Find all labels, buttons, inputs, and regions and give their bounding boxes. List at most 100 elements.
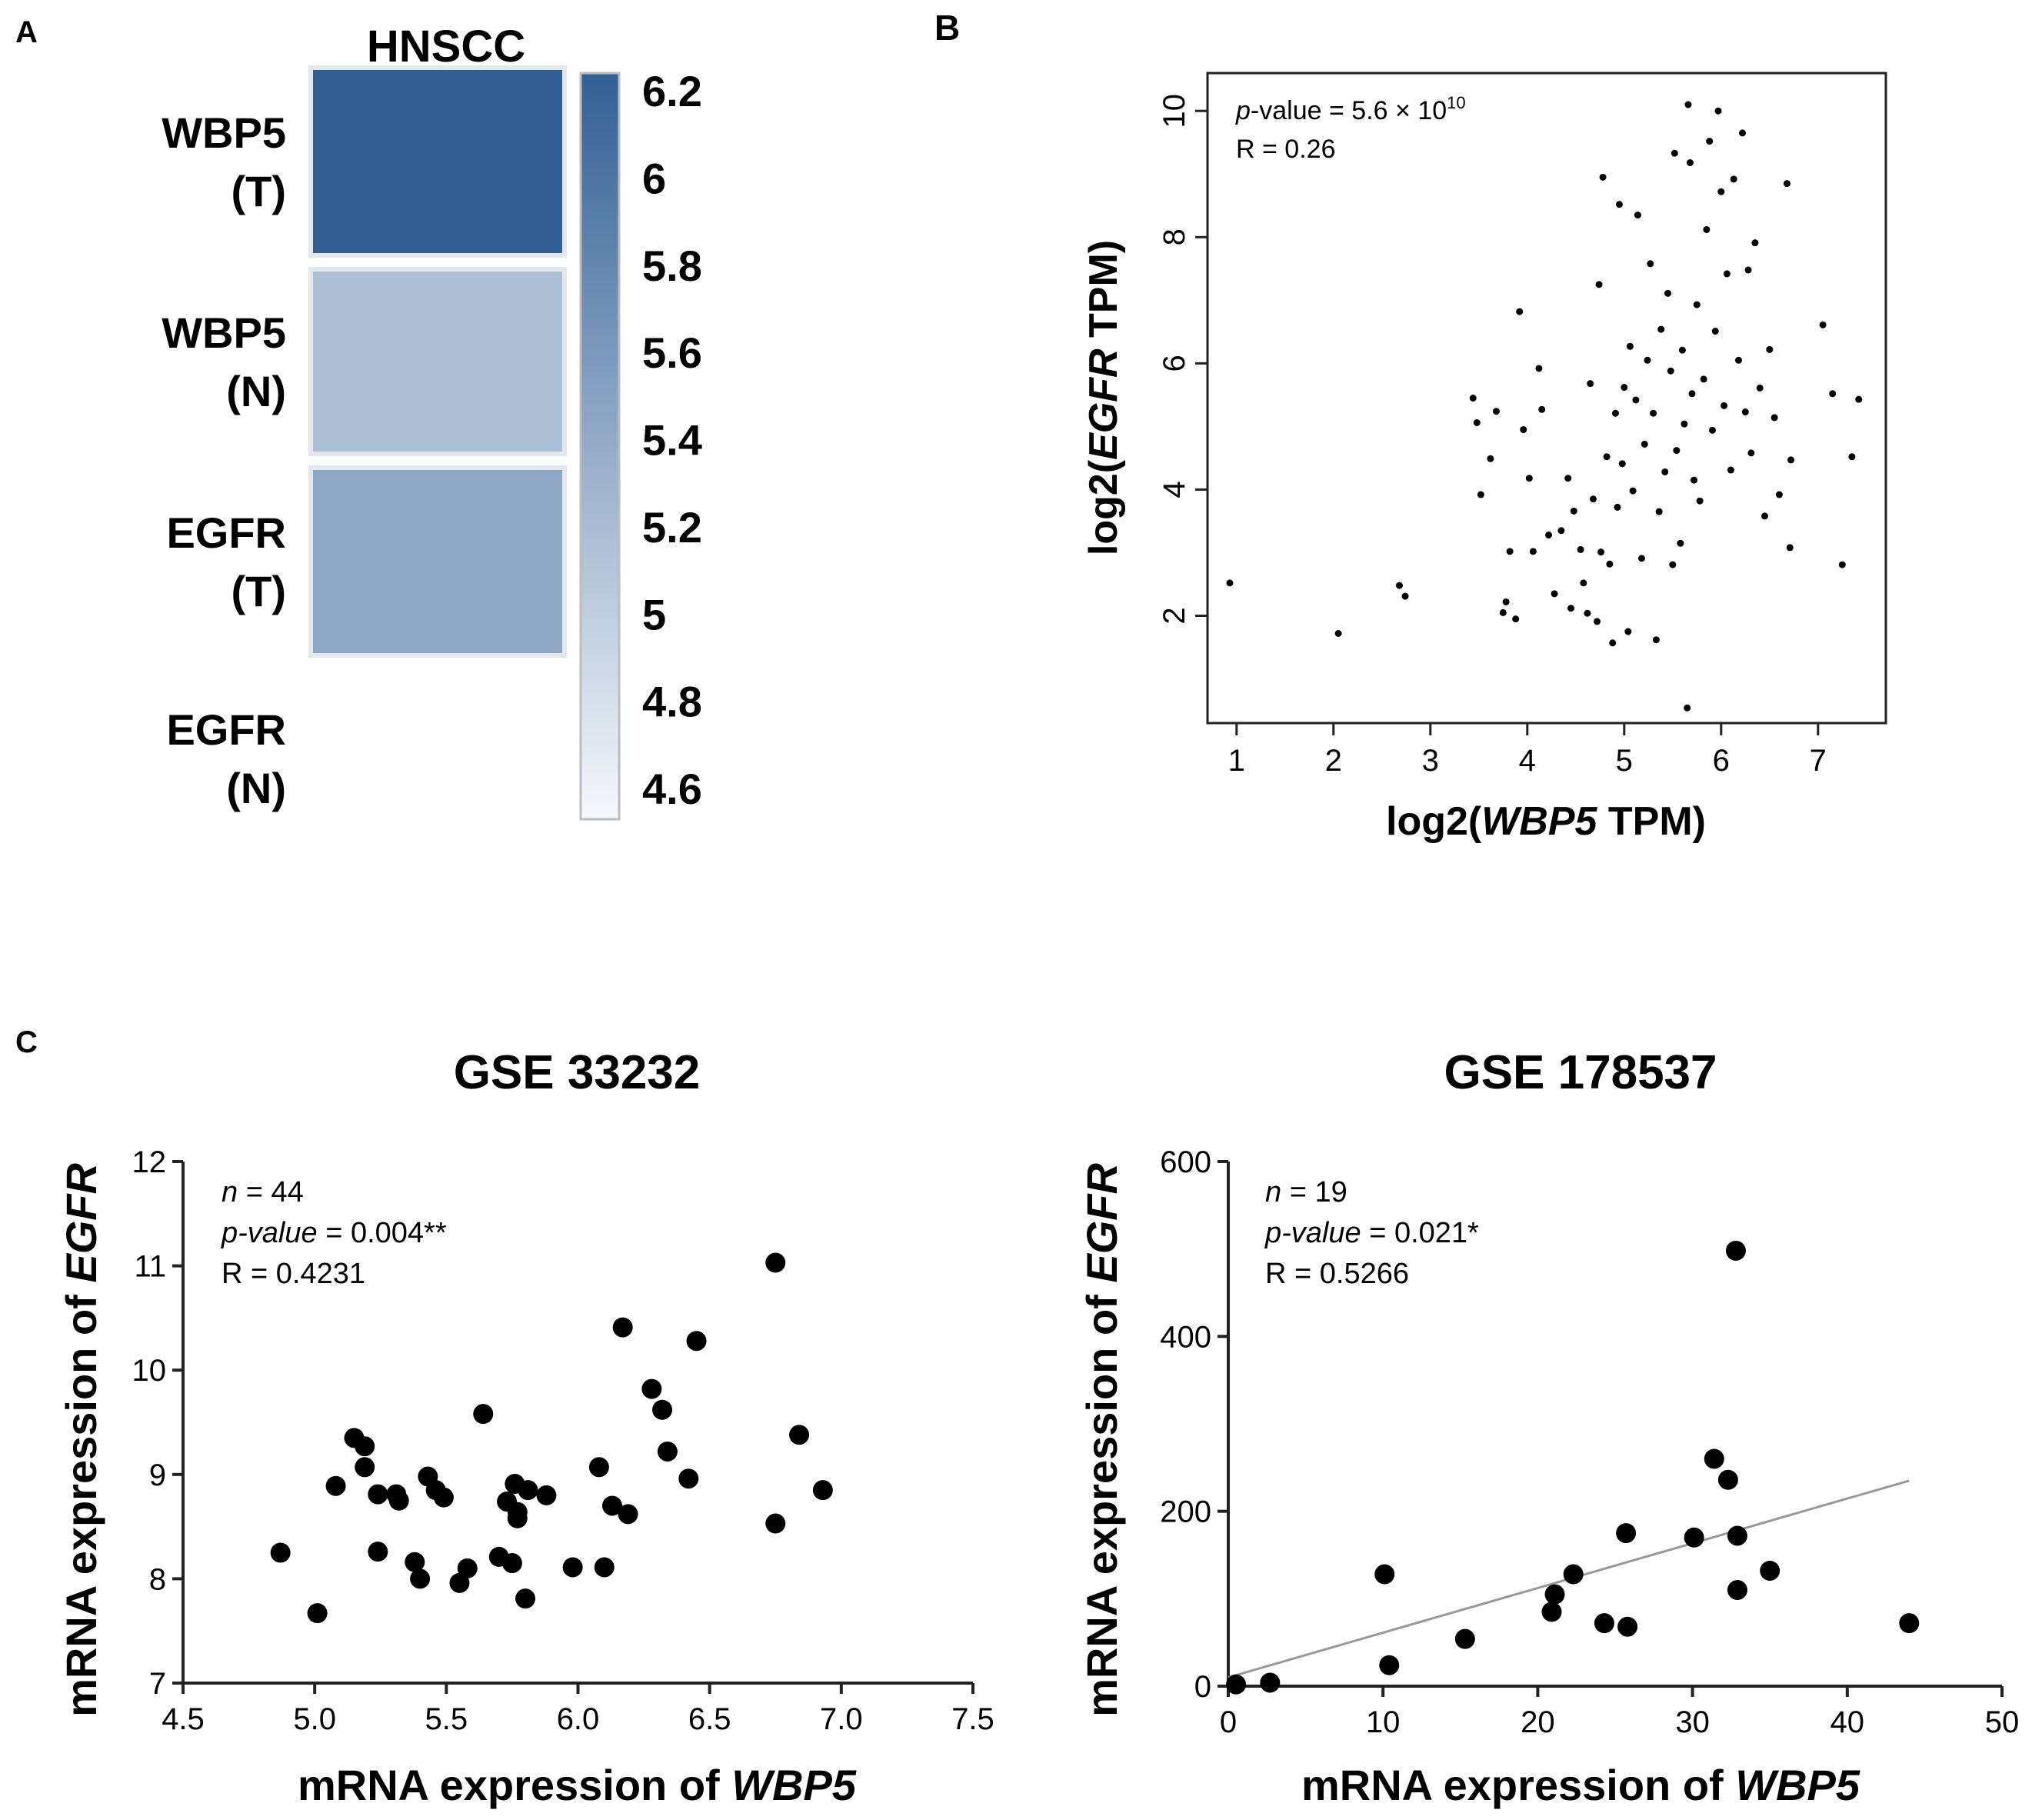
x-tick-label: 7.5: [951, 1702, 994, 1736]
data-point: [1727, 1525, 1747, 1546]
data-point: [765, 1252, 786, 1273]
colorbar-tick-label: 6: [642, 154, 666, 202]
data-point: [1652, 636, 1660, 644]
data-point: [1626, 342, 1634, 350]
data-point: [1664, 289, 1671, 297]
heatmap-row-label-group: (T): [231, 167, 286, 215]
data-point: [1725, 1240, 1746, 1261]
data-point: [515, 1588, 536, 1609]
data-point: [1677, 539, 1684, 547]
data-point: [1616, 201, 1623, 208]
data-point: [1661, 468, 1669, 475]
x-tick-label: 7.0: [820, 1702, 863, 1736]
data-point: [1506, 548, 1514, 555]
data-point: [1704, 1448, 1724, 1469]
y-tick-label: 400: [1160, 1320, 1211, 1354]
data-point: [1703, 225, 1711, 233]
heatmap-cell-wbp5-normal: [308, 267, 567, 456]
y-tick-label: 12: [132, 1145, 167, 1179]
data-point: [1641, 440, 1648, 448]
data-point: [1691, 476, 1698, 484]
data-point: [594, 1557, 615, 1578]
data-point: [1717, 188, 1725, 195]
data-point: [518, 1480, 538, 1501]
data-point: [1499, 608, 1507, 616]
data-point: [1786, 544, 1794, 552]
data-point: [1538, 405, 1546, 413]
axes-c1: 4.5 5.0 5.5 6.0 6.5 7.0 7.5 7 8 9 10 11 12: [132, 1145, 994, 1736]
data-point: [562, 1557, 583, 1578]
x-tick-label: 1: [1228, 744, 1245, 778]
x-tick-label: 5.0: [293, 1702, 336, 1736]
axis-title-gene: WBP5: [1735, 1761, 1860, 1809]
data-point: [473, 1404, 494, 1425]
data-point: [1570, 507, 1577, 515]
y-tick-label: 600: [1160, 1145, 1211, 1179]
data-point: [1714, 107, 1722, 115]
data-point: [1727, 1579, 1747, 1600]
heatmap-row-label-group: (N): [226, 764, 286, 812]
stat-n-c1: n = 44: [222, 1176, 304, 1208]
stat-n-text: = 44: [238, 1176, 304, 1208]
colorbar-tick-label: 5.6: [642, 328, 702, 377]
data-point: [1721, 402, 1728, 409]
y-tick-label: 200: [1160, 1495, 1211, 1529]
stat-n-c2: n = 19: [1265, 1176, 1347, 1208]
x-tick-label: 6.5: [688, 1702, 731, 1736]
stat-pvalue-b: p-value = 5.6 × 1010: [1235, 93, 1466, 125]
x-tick-label: 7: [1810, 744, 1827, 778]
data-point: [1787, 456, 1795, 464]
stat-p-text: -value = 5.6 × 10: [1251, 96, 1447, 125]
data-point: [1667, 367, 1674, 375]
x-tick-label: 5: [1616, 744, 1633, 778]
colorbar: [579, 72, 621, 821]
data-point: [1706, 138, 1714, 145]
data-point: [641, 1378, 662, 1399]
data-point: [1379, 1655, 1400, 1675]
data-point: [433, 1487, 454, 1508]
data-point: [1717, 1469, 1738, 1490]
data-point: [1637, 555, 1645, 562]
axis-title-pre: mRNA expression of: [298, 1761, 731, 1809]
data-point: [789, 1425, 810, 1445]
colorbar-tick-label: 4.6: [642, 765, 702, 813]
data-point: [1671, 149, 1678, 157]
x-tick-label: 30: [1675, 1705, 1710, 1739]
data-point: [1678, 346, 1686, 354]
data-point: [1647, 260, 1654, 268]
x-tick-label: 0: [1220, 1705, 1237, 1739]
x-tick-label: 5.5: [425, 1702, 468, 1736]
data-point: [507, 1502, 528, 1522]
data-point: [1577, 545, 1584, 553]
scatter-points-c2: [1226, 1240, 1920, 1695]
axis-title-pre: mRNA expression of: [57, 1283, 105, 1717]
data-point: [1829, 390, 1837, 398]
stat-p-exponent: 10: [1447, 93, 1465, 112]
axes-c2: 0 10 20 30 40 50 0 200 400 600: [1160, 1145, 2019, 1739]
data-point: [602, 1495, 623, 1516]
chart-title-c2: GSE 178537: [1444, 1046, 1717, 1099]
data-point: [1525, 475, 1533, 482]
data-point: [1334, 630, 1342, 638]
data-point: [1761, 512, 1768, 520]
y-tick-label: 0: [1194, 1670, 1211, 1704]
colorbar-tick-label: 6.2: [642, 67, 702, 115]
data-point: [410, 1568, 431, 1589]
axis-title-gene: EGFR: [1078, 1163, 1126, 1283]
stat-p-text: = 0.021*: [1361, 1217, 1479, 1249]
chart-title-c1: GSE 33232: [454, 1046, 701, 1099]
heatmap-title: HNSCC: [367, 22, 525, 72]
data-point: [449, 1572, 470, 1593]
data-point: [457, 1558, 478, 1578]
data-point: [1775, 491, 1783, 498]
data-point: [1563, 1564, 1584, 1585]
data-point: [1611, 409, 1619, 417]
data-point: [307, 1603, 328, 1624]
data-point: [1650, 409, 1657, 417]
stat-p-italic: p-value: [1264, 1217, 1361, 1249]
axis-title-gene: WBP5: [1481, 799, 1597, 844]
data-point: [1756, 384, 1764, 392]
data-point: [1644, 356, 1651, 364]
data-point: [1684, 1527, 1704, 1548]
